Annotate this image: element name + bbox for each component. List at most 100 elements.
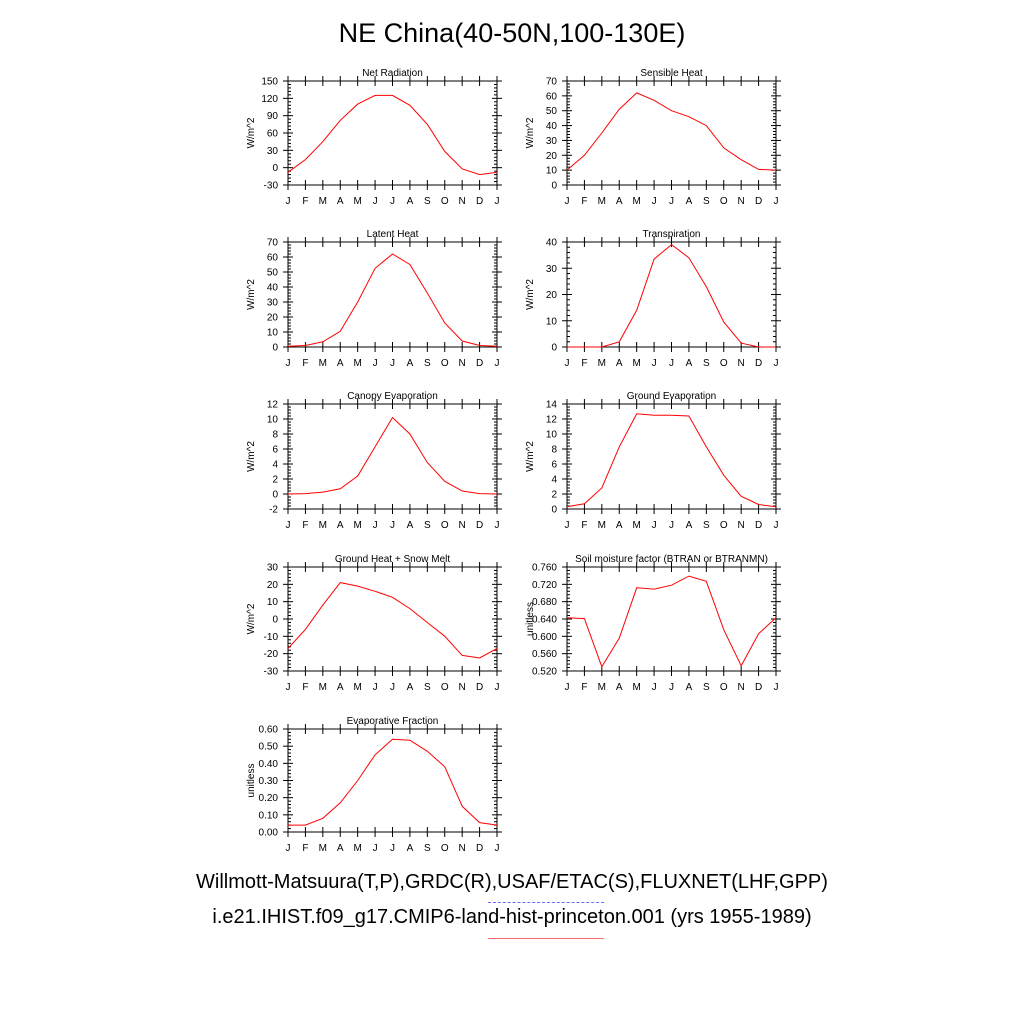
x-tick-label: J [390, 358, 395, 369]
series-line [566, 92, 777, 171]
y-tick-label: 0 [272, 490, 278, 501]
y-tick-label: 10 [267, 415, 279, 426]
panel-title: Ground Heat + Snow Melt [335, 554, 451, 565]
y-tick-label: 120 [261, 94, 278, 105]
y-axis-label: unitless [525, 602, 536, 636]
y-axis-label: W/m^2 [246, 603, 257, 634]
x-tick-label: M [319, 520, 327, 531]
y-axis-label: W/m^2 [246, 441, 257, 472]
x-tick-label: J [495, 520, 500, 531]
x-tick-label: J [652, 682, 657, 693]
x-tick-label: F [302, 196, 308, 207]
x-tick-label: J [286, 520, 291, 531]
y-tick-label: 0 [551, 181, 557, 192]
panel-title: Latent Heat [367, 229, 419, 240]
x-tick-label: J [669, 520, 674, 531]
x-tick-label: S [424, 682, 431, 693]
observations-legend-line [488, 902, 604, 903]
y-tick-label: 50 [267, 268, 279, 279]
x-tick-label: N [738, 358, 745, 369]
panel-ground-heat-snow-melt: Ground Heat + Snow Melt W/m^2 -30 -20 -10 0 10… [246, 554, 502, 693]
y-tick-label: 4 [272, 460, 278, 471]
x-tick-label: S [424, 196, 431, 207]
x-tick-label: N [459, 358, 466, 369]
panel-title: Net Radiation [362, 68, 423, 79]
y-tick-label: -10 [264, 632, 279, 643]
y-axis-label: W/m^2 [246, 279, 257, 310]
x-tick-label: N [738, 520, 745, 531]
panel-frame [566, 241, 777, 348]
x-tick-label: O [441, 358, 449, 369]
y-tick-label: 30 [267, 563, 279, 574]
x-tick-label: J [774, 682, 779, 693]
series-line [287, 416, 498, 495]
x-tick-label: M [598, 520, 606, 531]
x-tick-label: D [476, 682, 483, 693]
y-tick-label: 40 [546, 121, 558, 132]
x-tick-label: J [565, 358, 570, 369]
y-tick-label: -20 [264, 649, 279, 660]
panel-frame [287, 566, 498, 672]
x-tick-label: J [652, 196, 657, 207]
y-tick-label: 50 [546, 106, 558, 117]
x-tick-label: J [652, 358, 657, 369]
x-tick-label: N [459, 682, 466, 693]
y-tick-label: 6 [272, 445, 278, 456]
panel-frame [287, 80, 498, 186]
x-tick-label: M [598, 358, 606, 369]
y-tick-label: 0 [551, 343, 557, 354]
x-tick-label: F [581, 520, 587, 531]
y-tick-label: 6 [551, 460, 557, 471]
x-tick-label: J [774, 196, 779, 207]
x-tick-label: J [390, 196, 395, 207]
panel-title: Evaporative Fraction [347, 716, 439, 727]
x-tick-label: N [459, 196, 466, 207]
y-tick-label: -30 [264, 667, 279, 678]
x-tick-label: J [669, 358, 674, 369]
y-tick-label: 0.30 [259, 776, 279, 787]
model-run-caption: i.e21.IHIST.f09_g17.CMIP6-land-hist-prin… [212, 906, 812, 928]
y-tick-label: 10 [267, 328, 279, 339]
x-tick-label: A [686, 520, 693, 531]
x-tick-label: D [755, 682, 762, 693]
x-tick-label: O [720, 682, 728, 693]
y-tick-label: 70 [546, 77, 558, 88]
x-tick-label: O [720, 520, 728, 531]
y-tick-label: 12 [546, 415, 558, 426]
series-line [566, 575, 777, 668]
x-tick-label: S [424, 358, 431, 369]
x-tick-label: M [632, 196, 640, 207]
x-tick-label: M [319, 358, 327, 369]
x-tick-label: A [337, 520, 344, 531]
y-tick-label: 20 [267, 313, 279, 324]
panel-title: Soil moisture factor (BTRAN or BTRANMN) [575, 554, 768, 565]
y-tick-label: 60 [267, 253, 279, 264]
y-tick-label: 0.00 [259, 828, 279, 839]
series-line [287, 94, 498, 176]
x-tick-label: J [390, 682, 395, 693]
y-tick-label: 0.760 [532, 563, 557, 574]
x-tick-label: M [632, 682, 640, 693]
y-tick-label: 10 [546, 316, 558, 327]
x-tick-label: A [337, 682, 344, 693]
x-tick-label: S [703, 358, 710, 369]
x-tick-label: J [373, 196, 378, 207]
y-tick-label: 14 [546, 400, 558, 411]
y-tick-label: -30 [264, 181, 279, 192]
x-tick-label: A [337, 196, 344, 207]
x-tick-label: A [686, 358, 693, 369]
y-tick-label: 30 [546, 136, 558, 147]
x-tick-label: N [738, 682, 745, 693]
x-tick-label: M [353, 682, 361, 693]
x-tick-label: A [407, 358, 414, 369]
y-tick-label: 150 [261, 77, 278, 88]
panel-frame [287, 728, 498, 833]
y-axis-label: W/m^2 [525, 117, 536, 148]
x-tick-label: A [337, 358, 344, 369]
y-tick-label: 10 [546, 166, 558, 177]
y-tick-label: 2 [551, 490, 557, 501]
x-tick-label: D [476, 196, 483, 207]
